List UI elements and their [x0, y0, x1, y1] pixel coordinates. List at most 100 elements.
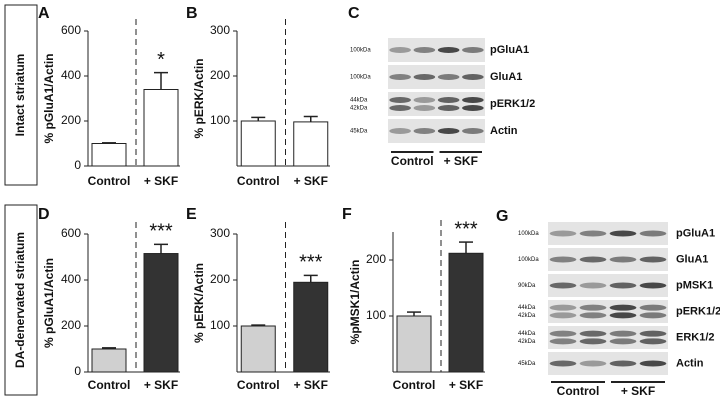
blot-band: [389, 47, 411, 53]
kda-label: 42kDa: [518, 313, 536, 319]
blot-band: [413, 105, 436, 111]
blot-strip: [548, 222, 668, 245]
panel-letter: G: [496, 208, 508, 225]
significance: *: [157, 49, 165, 71]
band-label: ERK1/2: [676, 331, 715, 343]
blot-band: [609, 256, 637, 263]
band-label: pERK1/2: [490, 98, 535, 110]
blot-band: [413, 74, 436, 80]
y-axis-label: % pERK/Actin: [192, 263, 206, 343]
blot-band: [413, 128, 436, 134]
significance: ***: [299, 252, 323, 274]
kda-label: 100kDa: [518, 231, 539, 237]
blot-strip: [548, 248, 668, 271]
blot-band: [549, 304, 577, 311]
blot-band: [462, 97, 484, 103]
blot-band: [549, 330, 577, 337]
y-tick-label: 100: [210, 318, 230, 332]
y-tick-label: 600: [61, 23, 81, 37]
blot-band: [462, 128, 484, 134]
bar: [143, 89, 179, 167]
blot-band: [639, 338, 667, 345]
y-tick-label: 300: [210, 23, 230, 37]
x-tick-label: + SKF: [294, 174, 328, 188]
y-tick-label: 100: [210, 113, 230, 127]
x-tick-label: + SKF: [294, 378, 328, 392]
row-label: Intact striatum: [13, 54, 27, 137]
group-label: + SKF: [621, 384, 655, 398]
blot-band: [609, 360, 637, 367]
blot-band: [389, 74, 411, 80]
blot-strip: [548, 274, 668, 297]
blot-band: [579, 338, 607, 345]
blot-band: [579, 256, 607, 263]
blot-strip: [548, 300, 668, 323]
blot-band: [549, 312, 577, 319]
blot-band: [639, 312, 667, 319]
y-tick-label: 400: [61, 68, 81, 82]
y-tick-label: 200: [61, 318, 81, 332]
bar: [240, 325, 276, 373]
x-tick-label: Control: [88, 378, 131, 392]
band-label: Actin: [490, 125, 518, 137]
bar: [91, 348, 127, 373]
x-tick-label: Control: [237, 174, 280, 188]
band-label: pGluA1: [676, 227, 715, 239]
kda-label: 44kDa: [518, 305, 536, 311]
y-tick-label: 100: [366, 308, 386, 322]
blot-band: [639, 360, 667, 367]
y-axis-label: %pMSK1/Actin: [348, 260, 362, 345]
blot-band: [549, 360, 577, 367]
kda-label: 45kDa: [350, 129, 368, 135]
kda-label: 42kDa: [350, 106, 368, 112]
y-tick-label: 400: [61, 272, 81, 286]
blot-strip: [548, 352, 668, 375]
y-tick-label: 200: [210, 272, 230, 286]
blot-band: [437, 74, 460, 80]
kda-label: 44kDa: [350, 98, 368, 104]
blot-band: [609, 312, 637, 319]
group-label: Control: [557, 384, 600, 398]
blot-band: [389, 105, 411, 111]
panel-letter: F: [342, 206, 352, 223]
blot-band: [413, 97, 436, 103]
kda-label: 90kDa: [518, 283, 536, 289]
y-axis-label: % pGluA1/Actin: [42, 258, 56, 348]
blot-band: [639, 282, 667, 289]
bar: [396, 315, 432, 373]
y-tick-label: 200: [210, 68, 230, 82]
x-tick-label: + SKF: [144, 174, 178, 188]
blot-band: [389, 97, 411, 103]
band-label: GluA1: [676, 253, 708, 265]
blot-band: [462, 74, 484, 80]
blot-band: [639, 230, 667, 237]
panel-letter: A: [38, 5, 50, 22]
blot-band: [639, 304, 667, 311]
kda-label: 44kDa: [518, 331, 536, 337]
significance: ***: [149, 221, 173, 243]
blot-band: [413, 47, 436, 53]
band-label: pGluA1: [490, 44, 529, 56]
blot-band: [609, 338, 637, 345]
blot-band: [579, 304, 607, 311]
x-tick-label: Control: [393, 378, 436, 392]
group-label: Control: [391, 154, 434, 168]
group-label: + SKF: [444, 154, 478, 168]
y-tick-label: 600: [61, 226, 81, 240]
band-label: pMSK1: [676, 279, 713, 291]
blot-band: [579, 230, 607, 237]
blot-band: [609, 330, 637, 337]
blot-band: [639, 330, 667, 337]
kda-label: 100kDa: [518, 257, 539, 263]
row-label: DA-denervated striatum: [13, 232, 27, 368]
kda-label: 45kDa: [518, 361, 536, 367]
blot-band: [579, 282, 607, 289]
bar: [293, 121, 329, 167]
blot-band: [437, 128, 460, 134]
y-tick-label: 300: [210, 226, 230, 240]
blot-band: [462, 47, 484, 53]
blot-band: [609, 304, 637, 311]
row-box: [4, 204, 38, 396]
x-tick-label: Control: [88, 174, 131, 188]
